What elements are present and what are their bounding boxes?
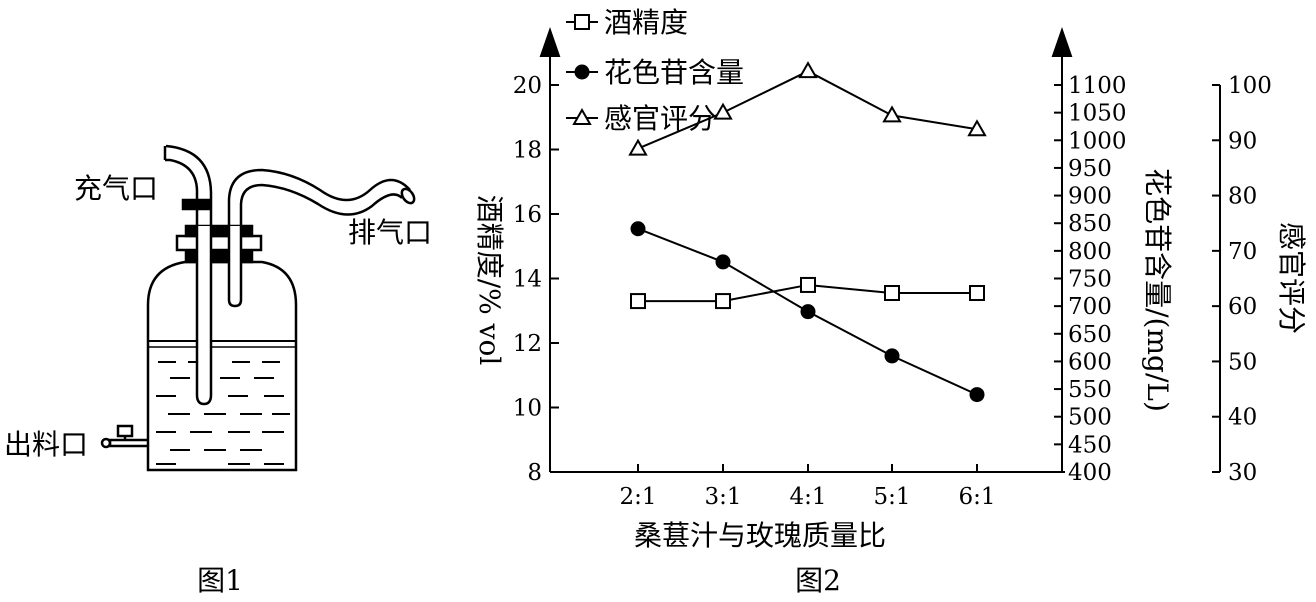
exhaust-port-label: 排气口 [348, 216, 432, 249]
inlet-tube [195, 226, 213, 406]
x-tick-label: 2:1 [619, 484, 656, 510]
anthocyanin-tick-label: 650 [1068, 322, 1112, 348]
legend-label: 酒精度 [604, 6, 688, 39]
left-tick-label: 12 [513, 331, 542, 357]
left-tick-label: 18 [513, 138, 542, 164]
figure2-caption: 图2 [795, 564, 841, 597]
anthocyanin-axis-label: 花色苷含量/(mg/L) [1141, 168, 1174, 412]
sensory-axis-label: 感官评分 [1275, 222, 1308, 334]
sensory-axis-ticks: 30 40 50 60 70 80 90 100 [1212, 73, 1272, 486]
legend-marker-triangle [572, 107, 592, 125]
anthocyanin-tick-label: 1100 [1068, 73, 1127, 99]
x-axis-ticks: 2:1 3:1 4:1 5:1 6:1 [619, 464, 996, 510]
legend-marker-square [574, 14, 590, 30]
left-tick-label: 10 [513, 396, 542, 422]
anthocyanin-tick-label: 750 [1068, 267, 1112, 293]
liquid-dashes [156, 361, 290, 465]
data-point-triangle [967, 119, 987, 137]
outlet-port-label: 出料口 [4, 428, 88, 461]
alcohol-axis-label: 酒精度/% vol [473, 195, 506, 366]
anthocyanin-tick-label: 850 [1068, 211, 1112, 237]
data-point-square [884, 285, 900, 302]
sensory-tick-label: 70 [1228, 239, 1257, 265]
anthocyanin-tick-label: 550 [1068, 377, 1112, 403]
data-point-triangle [713, 102, 733, 120]
sensory-tick-label: 60 [1228, 294, 1257, 320]
left-tick-label: 8 [527, 460, 542, 486]
x-axis-label: 桑葚汁与玫瑰质量比 [634, 519, 886, 552]
sensory-tick-label: 80 [1228, 184, 1257, 210]
anthocyanin-tick-label: 500 [1068, 405, 1112, 431]
left-tick-label: 20 [513, 73, 542, 99]
anthocyanin-tick-label: 1050 [1068, 101, 1127, 127]
right-axis-arrow [1051, 26, 1073, 57]
inlet-clamp [181, 198, 211, 211]
sensory-tick-label: 40 [1228, 405, 1257, 431]
fermentation-bottle-diagram [100, 144, 416, 472]
data-point-triangle [882, 105, 902, 123]
left-axis-ticks: 8 10 12 14 16 18 20 [513, 73, 559, 486]
inflate-port-label: 充气口 [74, 172, 158, 205]
exhaust-tube [227, 226, 243, 308]
legend-label: 感官评分 [604, 102, 716, 135]
data-point-square [715, 293, 731, 310]
anthocyanin-tick-label: 1000 [1068, 128, 1127, 154]
stopper-collar [175, 234, 263, 252]
data-point-triangle [798, 61, 818, 79]
x-tick-label: 6:1 [958, 484, 995, 510]
anthocyanin-tick-label: 950 [1068, 156, 1112, 182]
legend-marker-circle [574, 64, 590, 80]
anthocyanin-tick-label: 400 [1068, 460, 1112, 486]
legend-label: 花色苷含量 [604, 56, 744, 89]
anthocyanin-tick-label: 900 [1068, 184, 1112, 210]
data-point-square [969, 285, 985, 302]
left-tick-label: 14 [513, 267, 542, 293]
data-point-circle [969, 387, 985, 403]
outlet-spout [108, 438, 148, 448]
sensory-tick-label: 90 [1228, 128, 1257, 154]
data-point-circle [800, 304, 816, 320]
outlet-valve [116, 424, 134, 438]
bottle-body [146, 260, 298, 472]
anthocyanin-tick-label: 800 [1068, 239, 1112, 265]
x-tick-label: 5:1 [873, 484, 910, 510]
x-tick-label: 3:1 [704, 484, 741, 510]
data-point-triangle [628, 138, 648, 156]
data-point-circle [884, 348, 900, 364]
data-point-circle [715, 254, 731, 270]
anthocyanin-tick-label: 600 [1068, 349, 1112, 375]
x-tick-label: 4:1 [789, 484, 826, 510]
data-point-square [800, 276, 816, 293]
stopper-top [184, 224, 254, 238]
data-point-circle [630, 221, 646, 237]
sensory-tick-label: 30 [1228, 460, 1257, 486]
anthocyanin-tick-label: 450 [1068, 432, 1112, 458]
figure1-caption: 图1 [197, 564, 243, 597]
sensory-tick-label: 50 [1228, 349, 1257, 375]
series-markers [628, 61, 987, 403]
data-point-square [630, 293, 646, 310]
anthocyanin-tick-label: 700 [1068, 294, 1112, 320]
anthocyanin-axis-ticks: 4004505005506006507007508008509009501000… [1054, 73, 1127, 486]
left-tick-label: 16 [513, 202, 542, 228]
left-axis-arrow [539, 26, 561, 57]
sensory-tick-label: 100 [1228, 73, 1272, 99]
